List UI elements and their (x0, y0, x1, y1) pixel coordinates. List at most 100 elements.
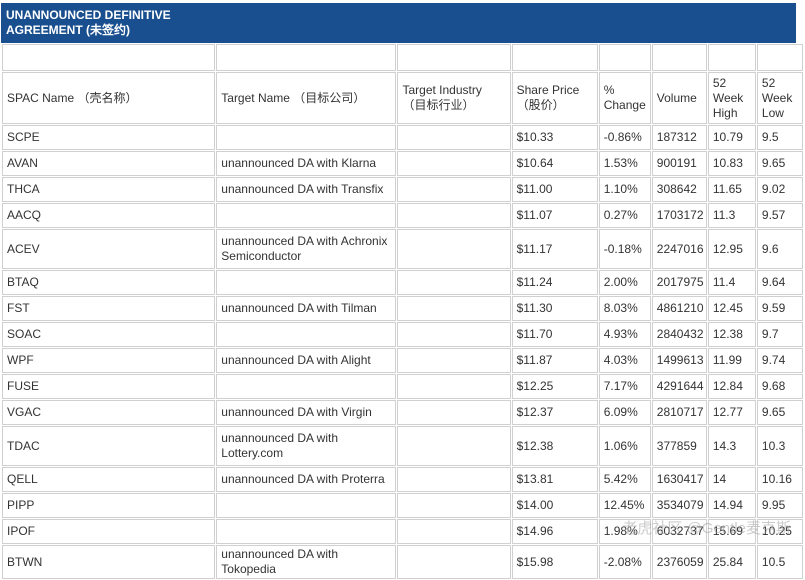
column-header: 52 Week Low (756, 72, 803, 124)
table-cell: 9.02 (756, 177, 803, 202)
empty-cell (756, 44, 803, 71)
table-cell: QELL (2, 467, 216, 492)
table-cell: 9.5 (756, 125, 803, 150)
table-cell: 12.45% (598, 493, 651, 518)
table-cell: PIPP (2, 493, 216, 518)
table-cell: 2247016 (651, 229, 707, 269)
table-cell (216, 493, 397, 518)
table-cell: $12.25 (511, 374, 598, 399)
table-cell: -0.86% (598, 125, 651, 150)
table-cell (397, 125, 511, 150)
table-cell: $11.30 (511, 296, 598, 321)
table-cell (397, 519, 511, 544)
table-cell (216, 270, 397, 295)
table-cell: 11.4 (707, 270, 756, 295)
table-row: AVAN unannounced DA with Klarna $10.64 1.53… (2, 151, 803, 176)
column-header: SPAC Name （壳名称） (2, 72, 216, 124)
table-cell (397, 296, 511, 321)
table-cell: 2810717 (651, 400, 707, 425)
table-cell: 3534079 (651, 493, 707, 518)
table-row: FUSE $12.25 7.17% 4291644 12.84 9.68 (2, 374, 803, 399)
table-cell (216, 374, 397, 399)
table-cell: BTAQ (2, 270, 216, 295)
table-cell: ACEV (2, 229, 216, 269)
header-row: SPAC Name （壳名称） Target Name （目标公司） Target … (2, 72, 803, 124)
table-cell (397, 348, 511, 373)
table-cell: $11.24 (511, 270, 598, 295)
table-cell: 6.09% (598, 400, 651, 425)
table-row: FST unannounced DA with Tilman $11.30 8.03%… (2, 296, 803, 321)
table-row: VGAC unannounced DA with Virgin $12.37 6.09… (2, 400, 803, 425)
empty-cell (598, 44, 651, 71)
table-cell: FUSE (2, 374, 216, 399)
table-cell: 4291644 (651, 374, 707, 399)
table-cell: 4.03% (598, 348, 651, 373)
table-cell: 5.42% (598, 467, 651, 492)
table-cell: 8.03% (598, 296, 651, 321)
table-cell: 9.7 (756, 322, 803, 347)
table-cell: 12.95 (707, 229, 756, 269)
table-cell (397, 177, 511, 202)
table-cell: $11.07 (511, 203, 598, 228)
table-cell: unannounced DA with Achronix Semiconduct… (216, 229, 397, 269)
table-cell: 1.98% (598, 519, 651, 544)
table-row: SCPE $10.33 -0.86% 187312 10.79 9.5 (2, 125, 803, 150)
empty-cell (397, 44, 511, 71)
table-cell: 9.95 (756, 493, 803, 518)
table-cell (397, 374, 511, 399)
table-row: QELL unannounced DA with Proterra $13.81 5.… (2, 467, 803, 492)
table-cell: 10.16 (756, 467, 803, 492)
column-header: 52 Week High (707, 72, 756, 124)
spac-table: SPAC Name （壳名称） Target Name （目标公司） Target … (1, 43, 804, 580)
table-cell: SOAC (2, 322, 216, 347)
column-header: Volume (651, 72, 707, 124)
table-cell: 15.69 (707, 519, 756, 544)
table-row: WPF unannounced DA with Alight $11.87 4.03%… (2, 348, 803, 373)
table-cell: 12.45 (707, 296, 756, 321)
table-cell: $10.33 (511, 125, 598, 150)
table-cell (216, 203, 397, 228)
empty-cell (511, 44, 598, 71)
table-cell: 9.59 (756, 296, 803, 321)
table-cell (397, 270, 511, 295)
column-header: % Change (598, 72, 651, 124)
table-cell: 1499613 (651, 348, 707, 373)
table-cell: 12.84 (707, 374, 756, 399)
table-cell: 14 (707, 467, 756, 492)
table-cell: $12.38 (511, 426, 598, 466)
table-cell: 1630417 (651, 467, 707, 492)
table-cell: 14.94 (707, 493, 756, 518)
table-cell: THCA (2, 177, 216, 202)
empty-cell (651, 44, 707, 71)
table-cell: 14.3 (707, 426, 756, 466)
empty-cell (2, 44, 216, 71)
table-cell: 12.77 (707, 400, 756, 425)
column-header: Share Price （股价） (511, 72, 598, 124)
spacer-row (2, 44, 803, 71)
table-cell: 7.17% (598, 374, 651, 399)
table-cell: 9.57 (756, 203, 803, 228)
table-cell: WPF (2, 348, 216, 373)
table-cell: 1.53% (598, 151, 651, 176)
table-cell (397, 151, 511, 176)
table-cell: IPOF (2, 519, 216, 544)
table-cell: 377859 (651, 426, 707, 466)
table-cell: $13.81 (511, 467, 598, 492)
table-cell: -0.18% (598, 229, 651, 269)
table-cell: VGAC (2, 400, 216, 425)
table-cell: 9.65 (756, 400, 803, 425)
table-cell: 0.27% (598, 203, 651, 228)
table-cell: 12.38 (707, 322, 756, 347)
table-cell: unannounced DA with Tilman (216, 296, 397, 321)
table-cell: unannounced DA with Proterra (216, 467, 397, 492)
table-cell: 4.93% (598, 322, 651, 347)
table-cell (397, 203, 511, 228)
table-cell (397, 322, 511, 347)
table-cell: 11.3 (707, 203, 756, 228)
table-cell: 11.65 (707, 177, 756, 202)
table-row: TDAC unannounced DA with Lottery.com $12.3… (2, 426, 803, 466)
table-cell: SCPE (2, 125, 216, 150)
table-body: SPAC Name （壳名称） Target Name （目标公司） Target … (2, 44, 803, 579)
table-cell: TDAC (2, 426, 216, 466)
